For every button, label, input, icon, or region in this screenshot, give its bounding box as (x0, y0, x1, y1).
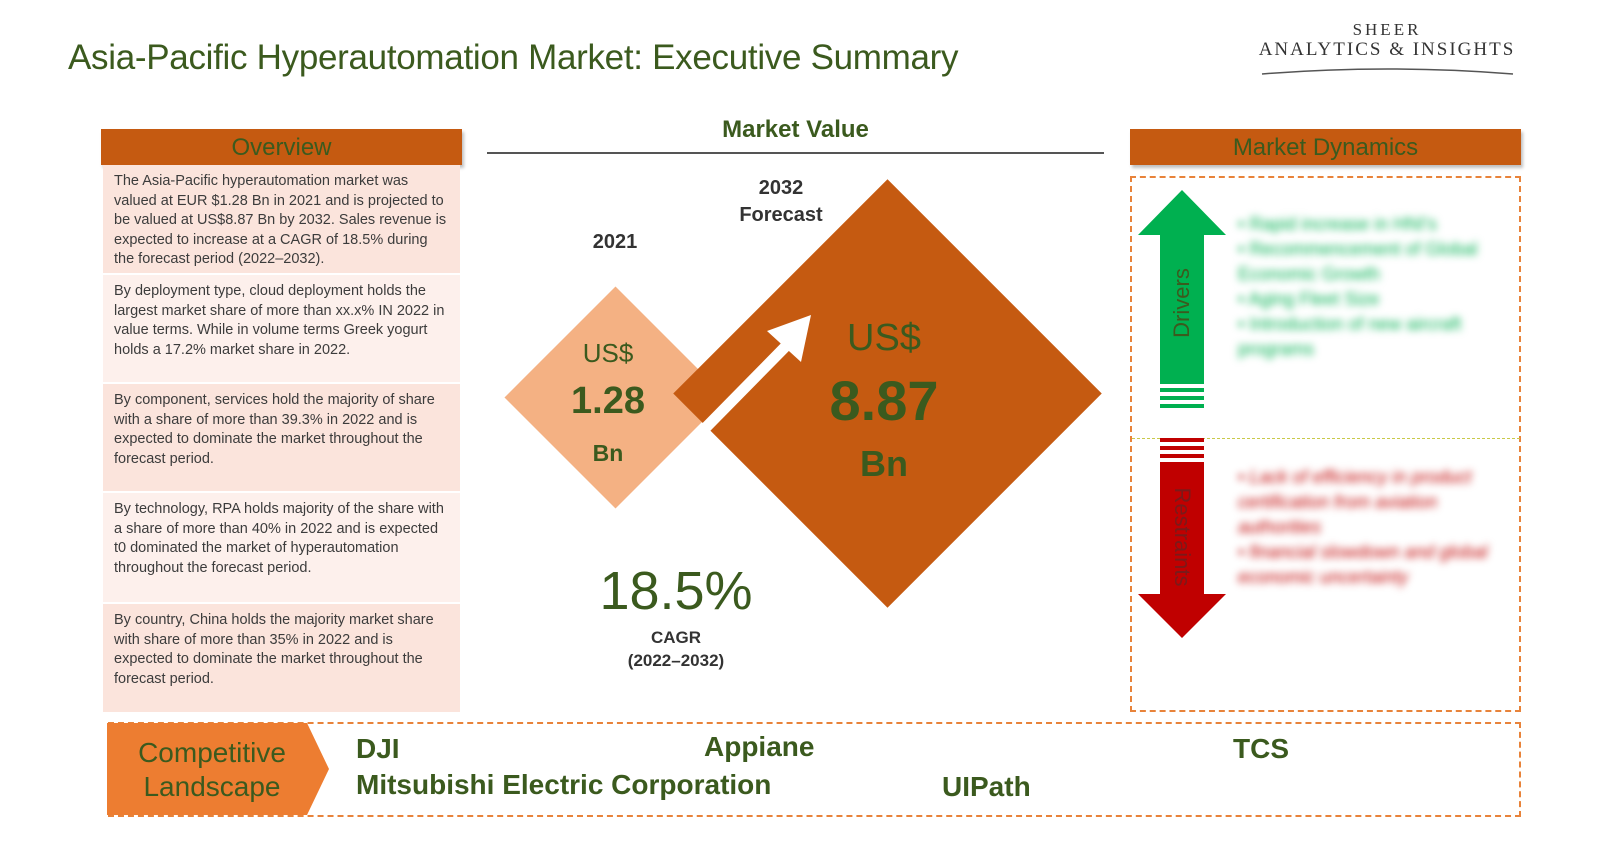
brand-logo: SHEER ANALYTICS & INSIGHTS (1252, 20, 1522, 75)
restraints-label: Restraints (1170, 487, 1195, 587)
restraints-list: • Lack of efficiency in product certific… (1238, 465, 1508, 590)
restraint-item: • Lack of efficiency in product certific… (1238, 467, 1472, 537)
forecast-label: Forecast (739, 204, 823, 226)
dynamics-header: Market Dynamics (1130, 129, 1521, 165)
overview-block-4: By technology, RPA holds majority of the… (103, 493, 460, 602)
year-2032-label: 2032 Forecast (721, 175, 841, 229)
market-value-divider (487, 152, 1104, 154)
logo-swoosh-icon (1261, 68, 1514, 75)
driver-item: • Aging Fleet Size (1238, 289, 1380, 309)
logo-line-1: SHEER (1352, 20, 1422, 39)
unit-2021: Bn (592, 440, 624, 466)
market-value-header: Market Value (722, 116, 869, 143)
cagr-period: (2022–2032) (627, 651, 725, 670)
dynamics-separator (1132, 438, 1520, 439)
player-appiane: Appiane (704, 731, 815, 762)
competitive-label-text: Competitive Landscape (107, 736, 317, 804)
restraints-down-arrow-icon (1138, 438, 1226, 638)
currency-2021: US$ (582, 338, 634, 368)
driver-item: • Recommencement of Global Economic Grow… (1238, 239, 1478, 284)
overview-block-5: By country, China holds the majority mar… (103, 604, 460, 712)
player-uipath: UIPath (942, 771, 1031, 802)
overview-block-1: The Asia-Pacific hyperautomation market … (103, 165, 460, 273)
value-2032: 8.87 (829, 369, 939, 432)
restraint-item: • financial slowdown and global economic… (1238, 542, 1488, 587)
driver-item: • Introduction of new aircraft programs (1238, 314, 1462, 359)
overview-block-2: By deployment type, cloud deployment hol… (103, 275, 460, 382)
cagr-label: CAGR (650, 628, 702, 647)
year-2032: 2032 (758, 177, 804, 199)
page-title: Asia-Pacific Hyperautomation Market: Exe… (68, 38, 959, 77)
competitive-label-line-1: Competitive (138, 737, 286, 768)
drivers-up-arrow-icon (1138, 190, 1226, 408)
unit-2032: Bn (860, 443, 908, 484)
competitive-label: Competitive Landscape (107, 723, 329, 815)
growth-arrow-icon (606, 315, 811, 529)
currency-2032: US$ (847, 317, 921, 359)
logo-line-2: ANALYTICS & INSIGHTS (1258, 39, 1516, 60)
drivers-label: Drivers (1169, 268, 1194, 338)
dynamics-panel (1130, 176, 1521, 712)
year-2021-label: 2021 (592, 231, 638, 253)
driver-item: • Rapid increase in HNI's (1238, 214, 1437, 234)
value-2021: 1.28 (571, 380, 645, 422)
drivers-list: • Rapid increase in HNI's • Recommenceme… (1238, 212, 1508, 362)
competitive-chevron-icon (107, 723, 329, 815)
cagr-value: 18.5% (599, 561, 753, 621)
player-tcs: TCS (1233, 733, 1289, 764)
overview-block-3: By component, services hold the majority… (103, 384, 460, 491)
overview-header: Overview (101, 129, 462, 165)
competitive-label-line-2: Landscape (143, 771, 281, 802)
player-mitsubishi: Mitsubishi Electric Corporation (356, 769, 772, 800)
player-dji: DJI (356, 733, 400, 764)
